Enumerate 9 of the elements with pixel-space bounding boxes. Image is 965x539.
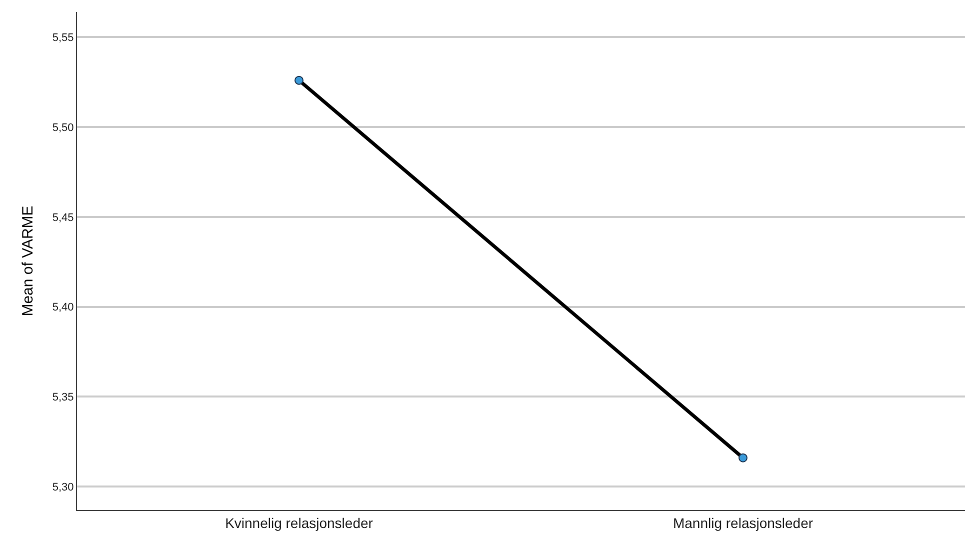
x-tick-label: Kvinnelig relasjonsleder <box>225 514 374 531</box>
y-axis-title: Mean of VARME <box>20 206 37 316</box>
y-tick-label: 5,55 <box>52 32 74 44</box>
y-tick-label: 5,45 <box>52 212 74 224</box>
y-tick-label: 5,30 <box>52 481 74 494</box>
x-tick-label: Mannlig relasjonsleder <box>672 514 814 531</box>
y-tick-label: 5,50 <box>52 122 74 134</box>
y-tick-label: 5,35 <box>52 392 74 404</box>
y-tick-label: 5,40 <box>52 302 74 314</box>
